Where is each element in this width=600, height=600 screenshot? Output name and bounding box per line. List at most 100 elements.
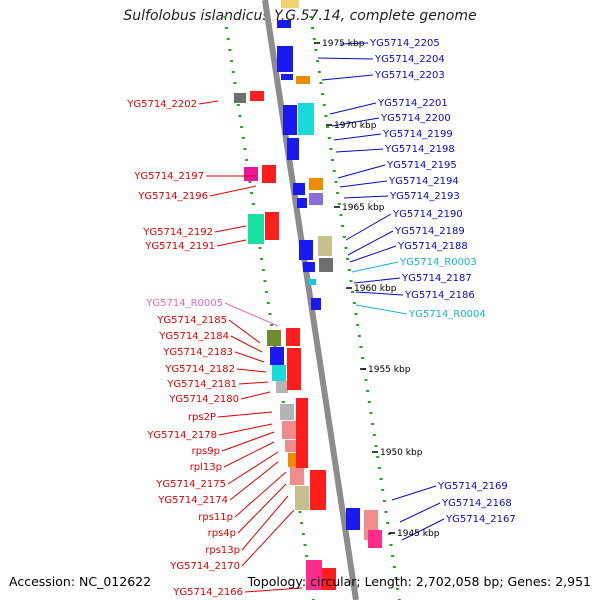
gene-block [234,93,246,103]
gene-label-plus: YG5714_2193 [389,191,460,202]
tick-dot [336,192,340,194]
tick-dot [225,27,229,29]
gene-block [265,212,279,240]
label-leader-line [214,225,247,233]
tick-dot [251,203,255,205]
gene-label-minus: YG5714_2182 [164,364,235,375]
label-leader-line [317,57,374,60]
tick-dot [236,104,240,106]
gene-label-minus: rps2P [188,412,216,423]
label-leader-line [244,587,303,593]
tick-dot [331,159,335,161]
label-leader-line [391,485,437,501]
gene-label-minus: YG5714_2192 [142,227,213,238]
tick-dot [377,467,381,469]
tick-dot [347,269,351,271]
tick-dot [357,335,361,337]
tick-dot [374,445,378,447]
label-leader-line [337,164,386,179]
gene-label-minus: YG5714_2196 [137,191,208,202]
tick-dot [344,247,348,249]
label-leader-line [209,185,257,197]
tick-dot [367,401,371,403]
tick-dot [309,16,313,18]
tick-dot [322,104,326,106]
tick-dot [281,401,285,403]
tick-dot [349,280,353,282]
gene-block [346,508,360,530]
tick-dot [238,115,242,117]
label-leader-line [339,180,388,188]
gene-block [309,193,323,205]
gene-label-minus: YG5714_2178 [146,430,217,441]
label-leader-line [230,335,263,353]
tick-dot [265,291,269,293]
gene-block [298,103,314,135]
label-leader-line [216,239,247,247]
tick-dot [301,533,305,535]
label-leader-line [355,304,408,315]
gene-labels: YG5714_2205 YG5714_2204 YG5714_2203 YG5714_… [126,38,516,598]
kbp-tick-label: 1945 kbp [397,529,440,539]
label-leader-line [351,261,399,273]
gene-block [310,470,326,510]
gene-block [319,258,333,272]
label-leader-line [221,431,275,452]
gene-block [311,298,321,310]
gene-block [281,0,299,8]
label-leader-line [240,391,271,400]
gene-label-plus: YG5714_2204 [374,54,445,65]
gene-label-plus: YG5714_2187 [401,273,472,284]
label-leader-line [321,74,374,81]
tick-dot [342,236,346,238]
tick-dot [359,346,363,348]
tick-dot [263,280,267,282]
gene-block [293,183,305,195]
label-leader-line [333,133,382,141]
gene-block [297,198,307,208]
label-leader-line [399,502,441,523]
tick-dot [337,203,341,205]
tick-dot [334,181,338,183]
gene-label-plus: YG5714_2199 [382,129,453,140]
tick-dot [332,170,336,172]
gene-block [276,381,288,393]
tick-dot [230,60,234,62]
gene-block [277,20,291,28]
gene-label-plus: YG5714_2194 [388,176,459,187]
tick-dot [240,126,244,128]
tick-dot [364,379,368,381]
tick-dot [305,555,309,557]
gene-label-minus: YG5714_2174 [157,495,228,506]
gene-block [308,279,316,285]
gene-block [270,347,284,365]
tick-dot [361,357,365,359]
tick-dot [316,60,320,62]
gene-label-minus: YG5714_2183 [162,347,233,358]
tick-dot [300,522,304,524]
gene-block [287,138,299,160]
gene-label-minus: YG5714_2197 [133,171,204,182]
tick-dot [248,181,252,183]
tick-dot [341,225,345,227]
tick-dot [352,302,356,304]
tick-dot [372,434,376,436]
label-leader-line [234,471,287,518]
label-leader-line [345,213,392,241]
gene-label-plus: YG5714_2167 [445,514,516,525]
tick-dot [391,555,395,557]
tick-dot [270,324,274,326]
tick-dot [339,214,343,216]
gene-label-minus: rps4p [208,528,236,539]
label-leader-line [217,411,273,418]
gene-block [287,348,301,390]
gene-block [244,167,258,181]
gene-block [318,236,332,256]
label-leader-line [218,423,273,436]
gene-label-minus: YG5714_2175 [155,479,226,490]
gene-label-minus: YG5714_2180 [168,394,239,405]
gene-label-plus: YG5714_R0003 [399,257,477,268]
label-leader-line [353,277,401,284]
gene-block [295,486,309,510]
label-leader-line [401,518,445,541]
